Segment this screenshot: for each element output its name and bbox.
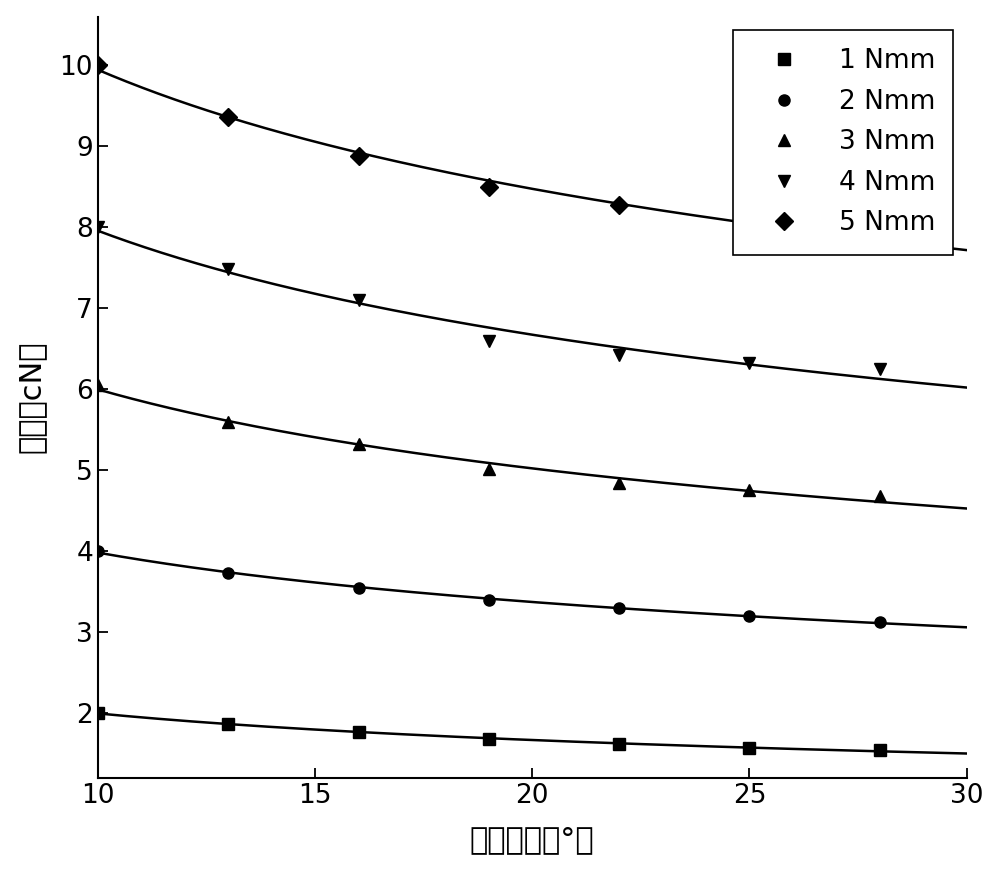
- X-axis label: 电机转角（°）: 电机转角（°）: [470, 826, 595, 854]
- Line: 1 Nmm: 1 Nmm: [92, 707, 885, 756]
- 2 Nmm: [743, 611, 755, 621]
- 5 Nmm: [222, 111, 234, 122]
- 2 Nmm: [92, 546, 104, 557]
- 1 Nmm: [222, 719, 234, 729]
- 3 Nmm: [743, 484, 755, 495]
- 2 Nmm: [222, 568, 234, 578]
- 2 Nmm: [874, 618, 886, 628]
- 4 Nmm: [874, 364, 886, 375]
- 5 Nmm: [353, 151, 365, 161]
- 1 Nmm: [92, 708, 104, 719]
- Line: 5 Nmm: 5 Nmm: [92, 59, 886, 243]
- Line: 3 Nmm: 3 Nmm: [92, 379, 886, 503]
- 1 Nmm: [353, 727, 365, 738]
- 3 Nmm: [92, 380, 104, 390]
- 3 Nmm: [613, 478, 625, 489]
- 3 Nmm: [483, 464, 495, 475]
- 2 Nmm: [353, 583, 365, 593]
- Line: 2 Nmm: 2 Nmm: [92, 545, 885, 628]
- 5 Nmm: [483, 181, 495, 192]
- 4 Nmm: [353, 295, 365, 306]
- 5 Nmm: [613, 199, 625, 210]
- 3 Nmm: [222, 416, 234, 427]
- 4 Nmm: [613, 350, 625, 361]
- 4 Nmm: [92, 222, 104, 233]
- 5 Nmm: [874, 232, 886, 242]
- 3 Nmm: [874, 490, 886, 501]
- Y-axis label: 张力（cN）: 张力（cN）: [17, 341, 46, 454]
- 2 Nmm: [613, 603, 625, 613]
- 1 Nmm: [743, 743, 755, 753]
- 2 Nmm: [483, 595, 495, 605]
- 4 Nmm: [483, 335, 495, 346]
- 4 Nmm: [222, 264, 234, 274]
- 5 Nmm: [92, 60, 104, 71]
- 5 Nmm: [743, 215, 755, 226]
- 4 Nmm: [743, 358, 755, 368]
- 1 Nmm: [874, 745, 886, 755]
- Legend: 1 Nmm, 2 Nmm, 3 Nmm, 4 Nmm, 5 Nmm: 1 Nmm, 2 Nmm, 3 Nmm, 4 Nmm, 5 Nmm: [733, 30, 953, 255]
- Line: 4 Nmm: 4 Nmm: [92, 221, 886, 375]
- 1 Nmm: [613, 739, 625, 749]
- 3 Nmm: [353, 439, 365, 449]
- 1 Nmm: [483, 733, 495, 744]
